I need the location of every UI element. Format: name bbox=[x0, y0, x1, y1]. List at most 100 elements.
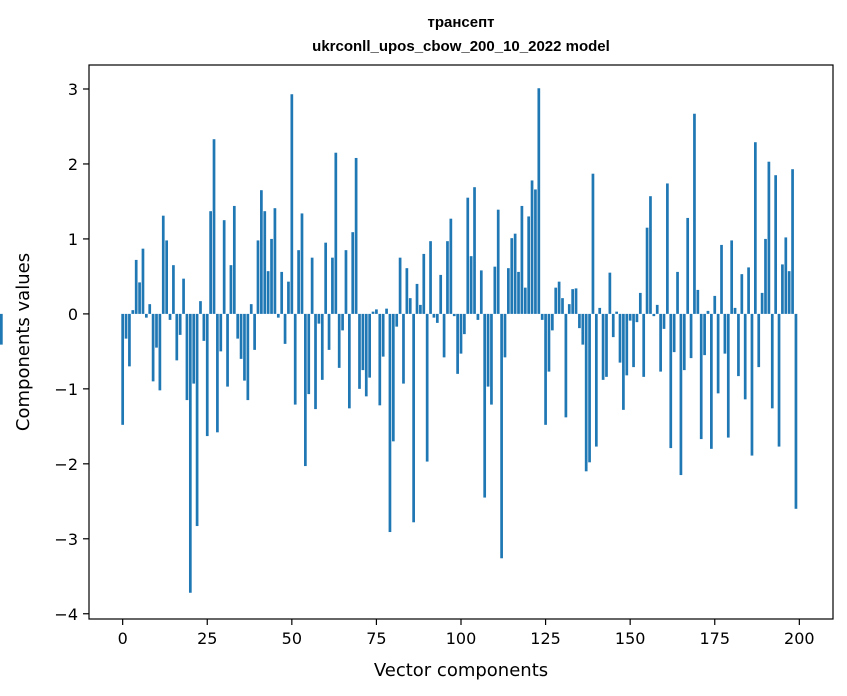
bar bbox=[716, 313, 720, 394]
bar bbox=[144, 313, 148, 318]
bar bbox=[202, 313, 206, 341]
bar bbox=[297, 250, 300, 314]
bar bbox=[490, 313, 493, 405]
bar bbox=[199, 301, 202, 314]
bar bbox=[564, 313, 568, 418]
bars-group bbox=[0, 88, 798, 593]
bar bbox=[429, 241, 432, 314]
bar bbox=[375, 309, 378, 314]
bar bbox=[344, 250, 348, 314]
bar bbox=[239, 313, 243, 359]
bar bbox=[571, 289, 575, 314]
bar bbox=[787, 271, 791, 314]
bar bbox=[574, 288, 578, 314]
bar bbox=[138, 282, 141, 314]
bar bbox=[753, 142, 757, 314]
bar bbox=[175, 313, 179, 361]
bar bbox=[693, 113, 696, 314]
x-tick-label: 125 bbox=[530, 629, 561, 648]
bar bbox=[128, 313, 131, 367]
bar bbox=[402, 313, 405, 384]
bar bbox=[205, 313, 209, 437]
x-tick-label: 175 bbox=[699, 629, 730, 648]
bar bbox=[253, 313, 256, 350]
bar bbox=[507, 268, 510, 314]
bar bbox=[273, 208, 277, 314]
bar bbox=[361, 313, 365, 371]
bar bbox=[710, 313, 713, 449]
bar bbox=[290, 94, 294, 314]
bar bbox=[581, 313, 585, 345]
bar bbox=[760, 292, 764, 314]
bar bbox=[618, 313, 622, 363]
bar bbox=[622, 313, 625, 410]
bar bbox=[304, 313, 307, 467]
bar bbox=[669, 313, 673, 449]
bar bbox=[554, 287, 558, 314]
bar bbox=[165, 240, 169, 314]
bar bbox=[632, 313, 635, 368]
bar bbox=[432, 313, 436, 318]
bar bbox=[226, 313, 229, 387]
bar bbox=[354, 157, 358, 314]
bar bbox=[611, 313, 615, 338]
bar bbox=[672, 313, 676, 353]
bar bbox=[770, 313, 774, 409]
bar bbox=[530, 180, 534, 314]
bar bbox=[391, 313, 395, 442]
bar bbox=[452, 313, 456, 317]
bar bbox=[726, 313, 730, 438]
bar bbox=[148, 304, 152, 314]
bar bbox=[293, 313, 297, 405]
bar bbox=[473, 187, 476, 314]
bar bbox=[588, 313, 591, 463]
bar bbox=[615, 311, 618, 314]
bar bbox=[720, 244, 723, 314]
x-tick-label: 50 bbox=[282, 629, 302, 648]
bar bbox=[561, 298, 564, 314]
bar bbox=[256, 240, 260, 314]
bar bbox=[730, 240, 734, 314]
bar bbox=[216, 313, 219, 433]
bar bbox=[723, 313, 727, 354]
bar bbox=[266, 271, 270, 314]
x-tick-label: 25 bbox=[197, 629, 217, 648]
bar bbox=[713, 295, 717, 314]
bar bbox=[446, 241, 449, 314]
plot-frame bbox=[88, 64, 834, 620]
bar bbox=[449, 218, 453, 314]
bar bbox=[649, 196, 652, 314]
bar bbox=[679, 313, 683, 476]
bar bbox=[483, 313, 487, 498]
bar bbox=[791, 169, 794, 314]
bar bbox=[168, 313, 172, 320]
bar bbox=[767, 161, 771, 314]
bar bbox=[550, 313, 554, 331]
bar bbox=[628, 313, 632, 321]
bar bbox=[178, 313, 182, 335]
x-tick-label: 0 bbox=[118, 629, 128, 648]
bar bbox=[774, 175, 778, 314]
bar bbox=[385, 308, 388, 314]
bar bbox=[222, 220, 226, 314]
bar bbox=[486, 313, 490, 387]
bar bbox=[625, 313, 629, 376]
bar bbox=[764, 238, 767, 314]
bar bbox=[368, 313, 372, 378]
bar bbox=[131, 310, 135, 314]
x-tick-label: 150 bbox=[615, 629, 646, 648]
bar bbox=[689, 313, 693, 359]
bar bbox=[466, 197, 470, 314]
bar bbox=[307, 313, 311, 395]
bar bbox=[388, 313, 392, 533]
bar bbox=[737, 313, 740, 377]
bar bbox=[351, 232, 355, 314]
bar bbox=[192, 313, 196, 384]
bar bbox=[378, 313, 382, 406]
bar bbox=[337, 313, 341, 368]
bar bbox=[503, 313, 507, 358]
bar bbox=[476, 313, 480, 320]
bar bbox=[327, 313, 331, 350]
bar bbox=[300, 213, 304, 314]
